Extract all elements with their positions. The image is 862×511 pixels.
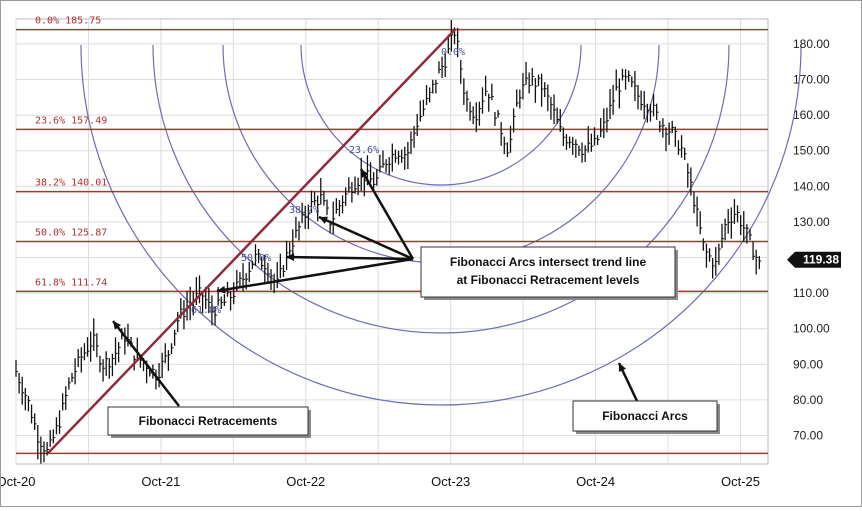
annotation-arrow-line [216, 257, 414, 293]
y-tick-label: 70.00 [793, 429, 823, 443]
trend-line: 0.0% 23.6% 38.2% 50.0% 61.8% [46, 28, 465, 455]
arc-label: 23.6% [349, 145, 379, 156]
fibonacci-retracement-lines: 0.0% 185.75 23.6% 157.49 38.2% 140.01 50.0%… [16, 16, 768, 455]
x-tick-label: Oct-24 [576, 474, 615, 489]
arc-label: 0.0% [441, 47, 465, 58]
fibonacci-arc [152, 44, 730, 334]
annotation-arrow-head [217, 285, 226, 294]
y-tick-label: 160.00 [793, 108, 830, 122]
fib-level-label: 50.0% 125.87 [35, 228, 107, 239]
current-price-label: 119.38 [803, 253, 839, 267]
trend-line-segment [46, 28, 456, 455]
y-tick-label: 170.00 [793, 73, 830, 87]
fib-level-label: 23.6% 157.49 [35, 115, 107, 126]
annotation-text: at Fibonacci Retracement levels [457, 273, 640, 287]
x-tick-label: Oct-21 [141, 474, 180, 489]
arc-label: 38.2% [289, 205, 319, 216]
fibonacci-arc [80, 44, 802, 406]
fibonacci-arc [300, 44, 582, 186]
x-tick-label: Oct-22 [286, 474, 325, 489]
arc-label: 50.0% [241, 253, 271, 264]
x-axis: Oct-20 Oct-21 Oct-22 Oct-23 Oct-24 Oct-25 [0, 474, 760, 489]
annotation-arrow-line [318, 215, 414, 261]
annotation-box [572, 400, 718, 432]
y-tick-label: 110.00 [793, 286, 829, 300]
fib-level-label: 0.0% 185.75 [35, 16, 101, 27]
annotation-box [107, 406, 309, 436]
annotation-arrow-head [361, 169, 369, 178]
y-tick-label: 80.00 [793, 393, 823, 407]
x-tick-label: Oct-20 [1, 474, 36, 489]
x-tick-label: Oct-25 [721, 474, 760, 489]
arc-label: 61.8% [191, 305, 221, 316]
annotation-arrow-head [286, 253, 295, 262]
y-tick-label: 180.00 [793, 37, 830, 51]
annotation-arrow-line [359, 168, 415, 260]
y-tick-label: 130.00 [793, 215, 830, 229]
y-tick-label: 100.00 [793, 322, 830, 336]
annotations: Fibonacci Retracements Fibonacci Arcs int… [107, 168, 720, 438]
annotation-arrow-head [618, 363, 627, 372]
annotation-box [420, 246, 676, 298]
current-price-tag [787, 251, 841, 268]
y-tick-label: 150.00 [793, 144, 830, 158]
fib-level-label: 61.8% 111.74 [35, 277, 107, 288]
y-tick-label: 90.00 [793, 357, 823, 371]
annotation-arrow-head [113, 321, 122, 330]
annotation-arrow-line [112, 320, 180, 407]
annotation-arrow-head [319, 216, 328, 224]
annotation-text: Fibonacci Retracements [139, 414, 278, 428]
annotation-arrow-line [285, 255, 414, 261]
y-axis: 70.0080.0090.00100.00110.00120.00130.001… [787, 37, 841, 443]
annotation-text: Fibonacci Arcs intersect trend line [450, 255, 647, 269]
x-tick-label: Oct-23 [431, 474, 470, 489]
fib-level-label: 38.2% 140.01 [35, 178, 107, 189]
annotation-text: Fibonacci Arcs [602, 409, 688, 423]
y-tick-label: 140.00 [793, 179, 830, 193]
